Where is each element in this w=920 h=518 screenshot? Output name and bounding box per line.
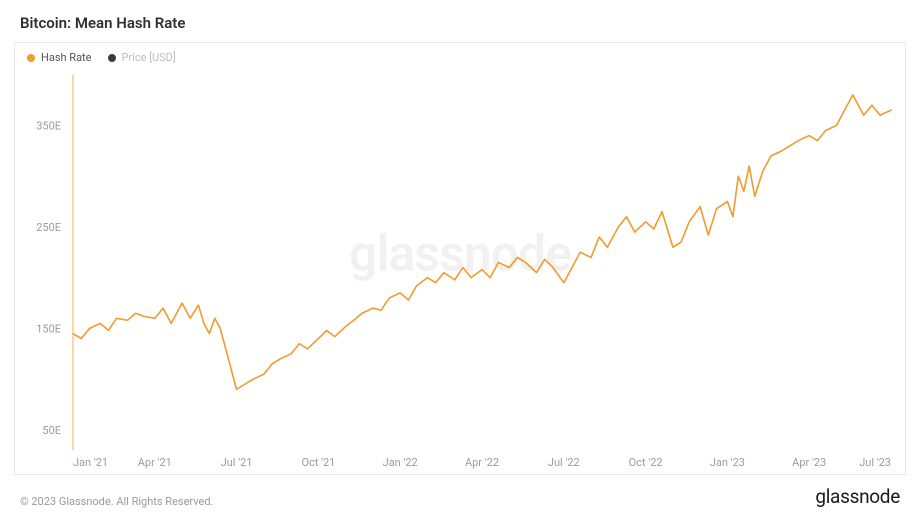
- copyright: © 2023 Glassnode. All Rights Reserved.: [20, 495, 213, 508]
- svg-text:Jan '23: Jan '23: [710, 456, 745, 469]
- svg-text:Oct '22: Oct '22: [629, 456, 663, 469]
- svg-text:Jan '21: Jan '21: [73, 456, 108, 469]
- svg-text:Oct '21: Oct '21: [301, 456, 335, 469]
- svg-text:Apr '23: Apr '23: [792, 456, 826, 469]
- chart-title: Bitcoin: Mean Hash Rate: [20, 14, 906, 32]
- svg-text:Apr '22: Apr '22: [465, 456, 499, 469]
- brand-logo: glassnode: [815, 485, 900, 508]
- svg-text:Jul '23: Jul '23: [859, 456, 891, 469]
- svg-text:Apr '21: Apr '21: [138, 456, 172, 469]
- plot-svg: 50E 150E 250E 350E Jan '21 Apr '21 Jul '21 Oct…: [15, 43, 905, 474]
- chart-container: Bitcoin: Mean Hash Rate Hash Rate Price …: [0, 0, 920, 518]
- footer: © 2023 Glassnode. All Rights Reserved. g…: [14, 485, 906, 508]
- svg-text:350E: 350E: [36, 119, 61, 132]
- svg-text:250E: 250E: [36, 221, 61, 234]
- svg-text:Jul '22: Jul '22: [548, 456, 580, 469]
- svg-text:Jan '22: Jan '22: [383, 456, 418, 469]
- svg-text:150E: 150E: [36, 322, 61, 335]
- chart-box: Hash Rate Price [USD] glassnode 50E150E2…: [14, 42, 906, 475]
- svg-text:50E: 50E: [42, 424, 61, 437]
- svg-text:Jul '21: Jul '21: [221, 456, 253, 469]
